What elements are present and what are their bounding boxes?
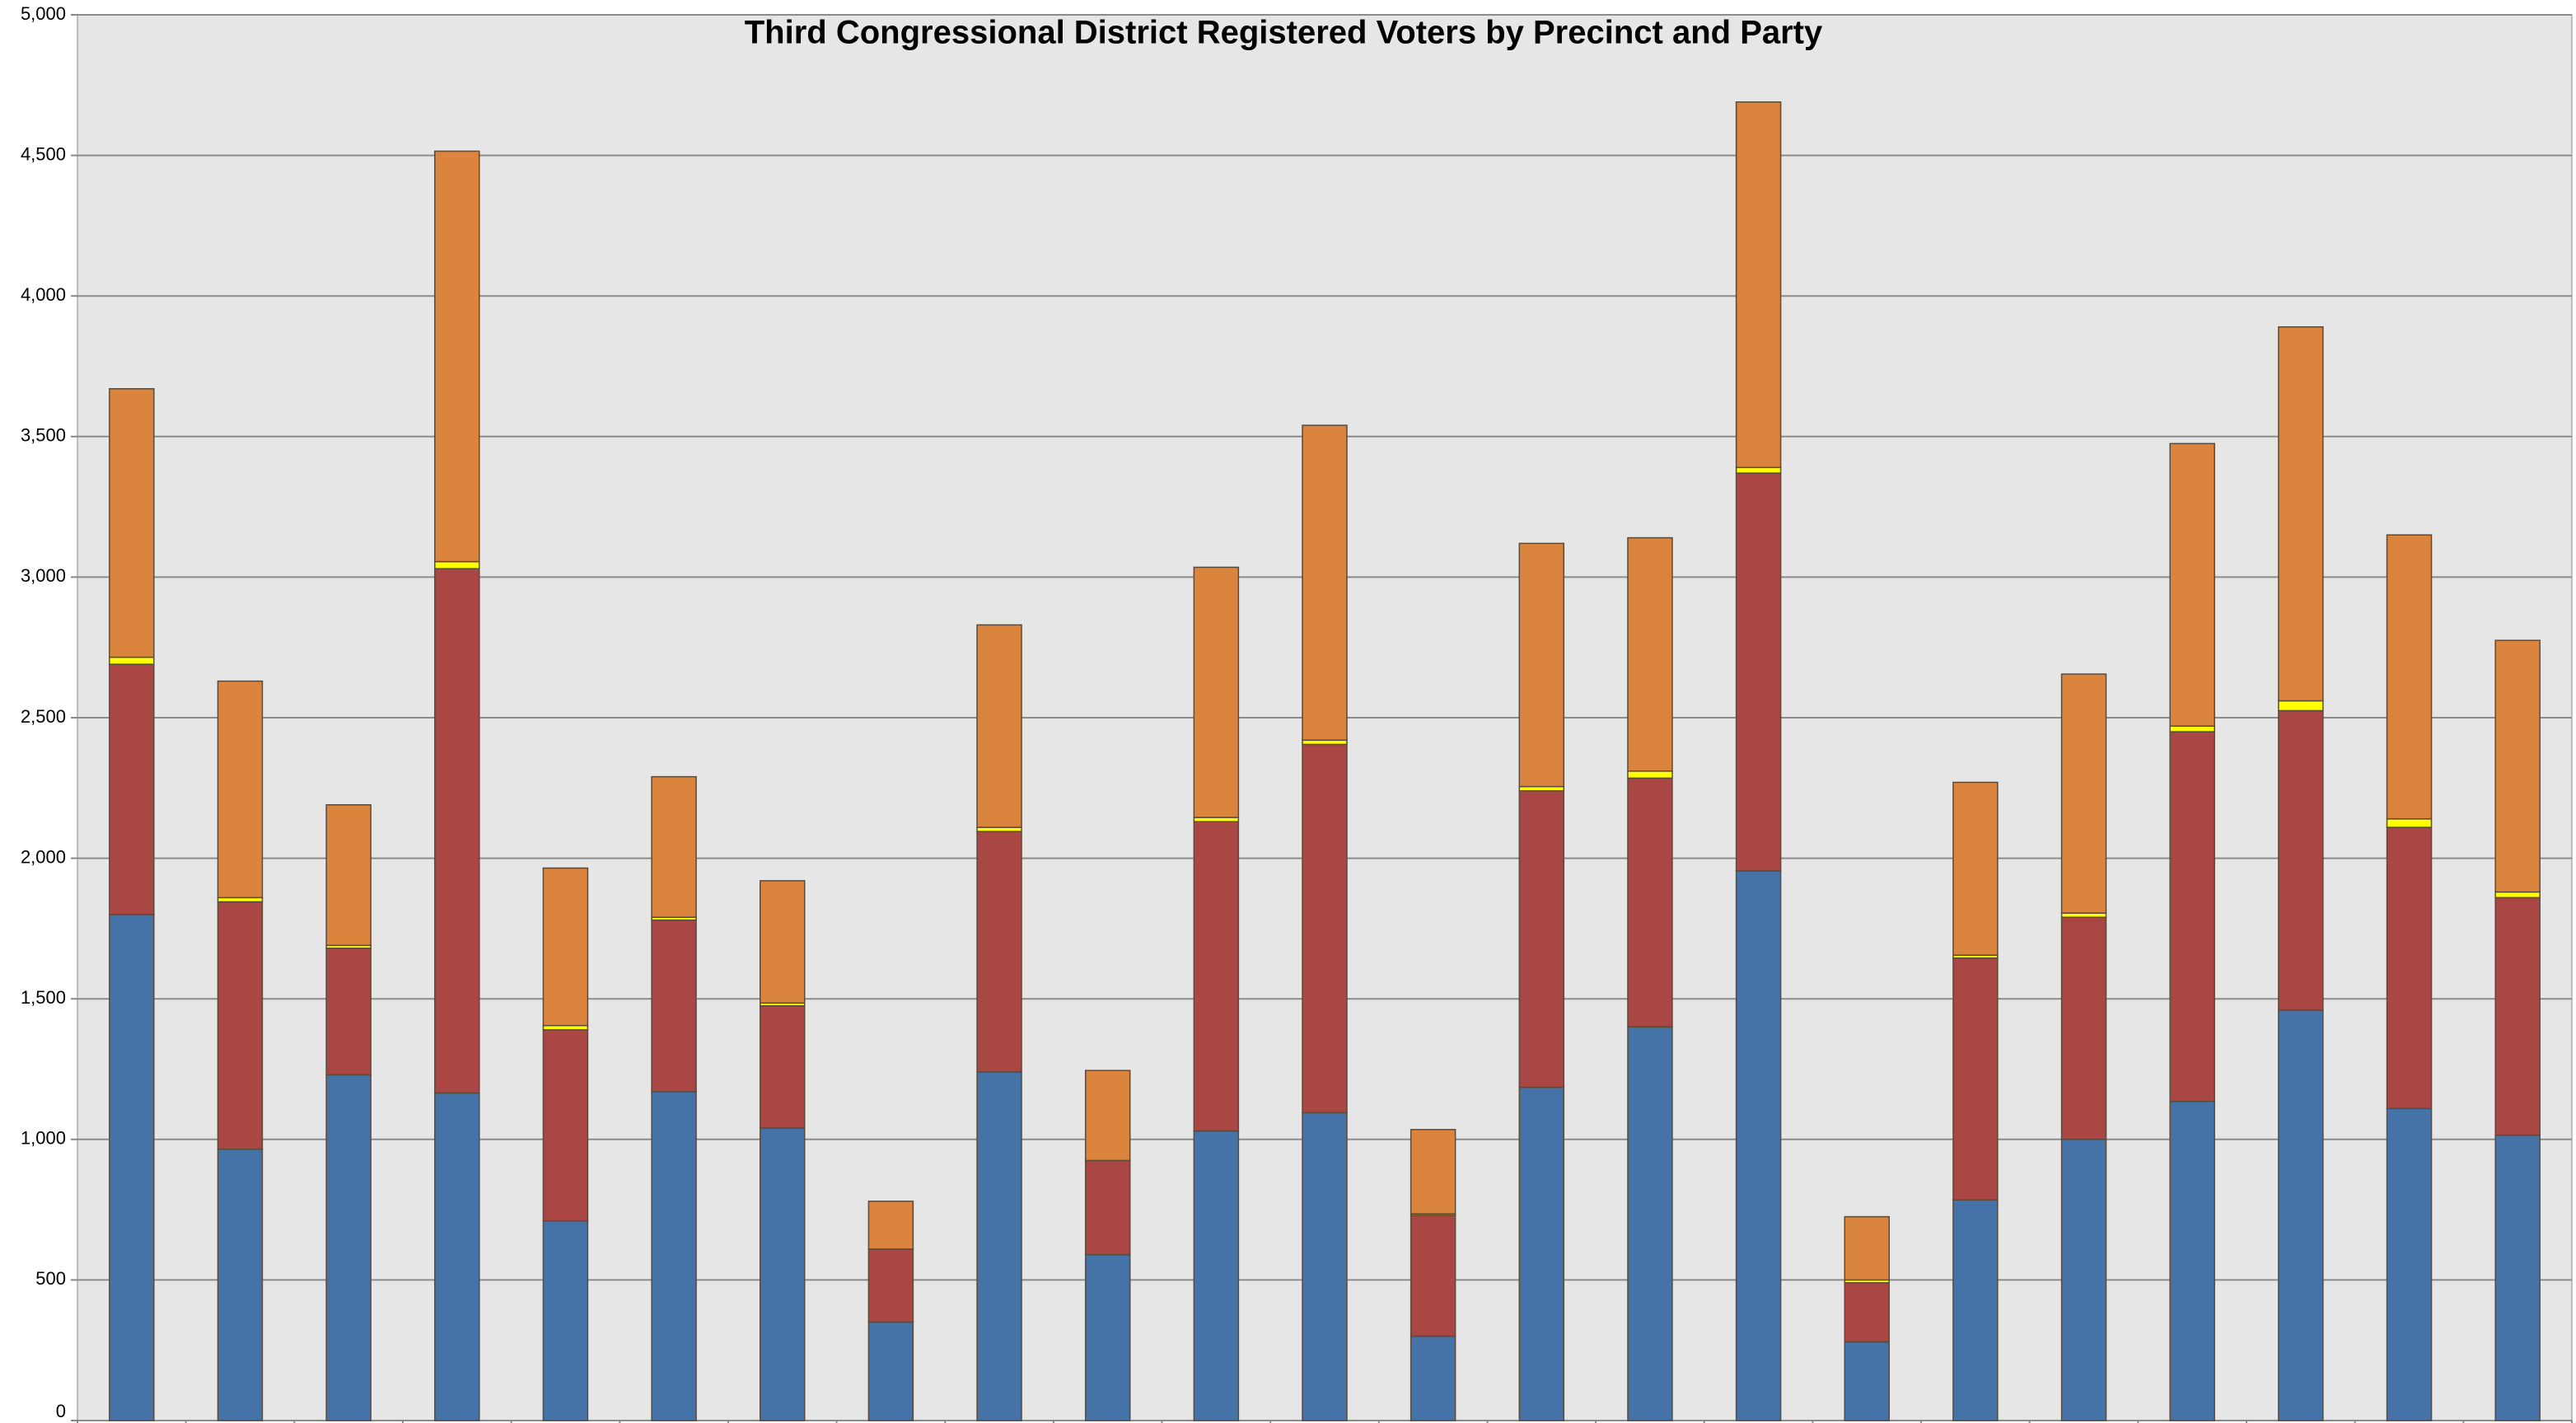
bar-segment bbox=[542, 1024, 589, 1031]
bar-segment bbox=[760, 1004, 806, 1129]
bar-segment bbox=[1193, 566, 1240, 818]
bar-segment bbox=[434, 568, 480, 1094]
bar-segment bbox=[1518, 785, 1565, 792]
bar-segment bbox=[1410, 1129, 1456, 1215]
bar-segment bbox=[760, 1127, 806, 1421]
bar-segment bbox=[109, 656, 155, 665]
bar-segment bbox=[1410, 1215, 1456, 1337]
bar-segment bbox=[217, 680, 264, 899]
bar-segment bbox=[1844, 1215, 1890, 1281]
bar-segment bbox=[651, 1091, 697, 1421]
y-tick-label: 0 bbox=[56, 1401, 66, 1421]
bar-segment bbox=[1193, 817, 1240, 822]
bar-segment bbox=[2169, 731, 2215, 1102]
bar-segment bbox=[2494, 639, 2541, 893]
bar-segment bbox=[1627, 770, 1673, 779]
bar-segment bbox=[1410, 1335, 1456, 1421]
y-tick-label: 3,500 bbox=[21, 425, 66, 446]
bar-segment bbox=[651, 775, 697, 919]
bar-segment bbox=[760, 880, 806, 1004]
bar-segment bbox=[2278, 1009, 2324, 1421]
bar-segment bbox=[1302, 743, 1348, 1114]
y-tick-label: 2,500 bbox=[21, 706, 66, 727]
bar-segment bbox=[2060, 1139, 2107, 1421]
y-tick-label: 5,000 bbox=[21, 3, 66, 24]
y-tick-label: 1,500 bbox=[21, 987, 66, 1008]
bar-segment bbox=[434, 560, 480, 569]
bar-segment bbox=[434, 1092, 480, 1421]
bar-segment bbox=[2278, 709, 2324, 1011]
y-tick-label: 3,000 bbox=[21, 565, 66, 586]
bar-segment bbox=[2169, 725, 2215, 733]
bar-segment bbox=[867, 1248, 914, 1323]
y-tick-label: 1,000 bbox=[21, 1128, 66, 1149]
bar-segment bbox=[2278, 325, 2324, 702]
bar-segment bbox=[1735, 101, 1782, 469]
bar-segment bbox=[217, 1148, 264, 1421]
bar-segment bbox=[2386, 534, 2433, 820]
bar-segment bbox=[1844, 1282, 1890, 1343]
bar-segment bbox=[651, 919, 697, 1093]
bar-segment bbox=[2060, 916, 2107, 1140]
bar-segment bbox=[2060, 912, 2107, 919]
bar-segment bbox=[1193, 821, 1240, 1132]
bar-segment bbox=[109, 388, 155, 658]
bar-segment bbox=[2494, 1134, 2541, 1421]
bar-segment bbox=[325, 948, 372, 1076]
bar-segment bbox=[1952, 781, 1999, 957]
bar-segment bbox=[2169, 442, 2215, 727]
chart-title: Third Congressional District Registered … bbox=[745, 15, 1823, 51]
bar-segment bbox=[325, 804, 372, 947]
bar-segment bbox=[1302, 424, 1348, 742]
bar-segment bbox=[2278, 700, 2324, 712]
bar-segment bbox=[2060, 673, 2107, 914]
bar-segment bbox=[1952, 1199, 1999, 1421]
bar-segment bbox=[325, 1074, 372, 1421]
bar-segment bbox=[1193, 1130, 1240, 1421]
bar-segment bbox=[1084, 1253, 1131, 1421]
bar-segment bbox=[2386, 1107, 2433, 1421]
bar-segment bbox=[1084, 1070, 1131, 1162]
bar-segment bbox=[1735, 472, 1782, 872]
bar-segment bbox=[542, 1219, 589, 1421]
bar-segment bbox=[1518, 1086, 1565, 1421]
bar-segment bbox=[2386, 818, 2433, 828]
bar-segment bbox=[2494, 891, 2541, 899]
bar-segment bbox=[976, 1071, 1022, 1421]
bar-segment bbox=[1735, 870, 1782, 1421]
y-tick-label: 4,000 bbox=[21, 284, 66, 305]
bar-segment bbox=[217, 901, 264, 1150]
bar-segment bbox=[434, 150, 480, 563]
bar-segment bbox=[2494, 896, 2541, 1136]
bar-segment bbox=[109, 663, 155, 915]
bar-segment bbox=[1084, 1159, 1131, 1256]
y-tick-label: 2,000 bbox=[21, 846, 66, 867]
bar-segment bbox=[1952, 957, 1999, 1201]
y-tick-label: 4,500 bbox=[21, 143, 66, 164]
bar-segment bbox=[1302, 739, 1348, 746]
bar-segment bbox=[1735, 466, 1782, 474]
y-tick-label: 500 bbox=[35, 1268, 66, 1289]
bar-segment bbox=[976, 826, 1022, 832]
bar-segment bbox=[1518, 789, 1565, 1088]
bar-segment bbox=[217, 896, 264, 903]
bar-segment bbox=[2386, 826, 2433, 1110]
bar-segment bbox=[1518, 542, 1565, 788]
bar-segment bbox=[109, 914, 155, 1421]
bar-segment bbox=[867, 1201, 914, 1250]
bar-segment bbox=[2169, 1100, 2215, 1421]
bar-segment bbox=[1302, 1112, 1348, 1421]
bar-segment bbox=[542, 1028, 589, 1222]
bar-segment bbox=[1627, 536, 1673, 772]
bar-segment bbox=[1627, 1026, 1673, 1421]
bar-segment bbox=[1627, 777, 1673, 1028]
bar-segment bbox=[976, 831, 1022, 1073]
bar-segment bbox=[867, 1321, 914, 1421]
bar-segment bbox=[542, 867, 589, 1027]
bar-segment bbox=[1844, 1341, 1890, 1421]
bar-segment bbox=[976, 624, 1022, 828]
